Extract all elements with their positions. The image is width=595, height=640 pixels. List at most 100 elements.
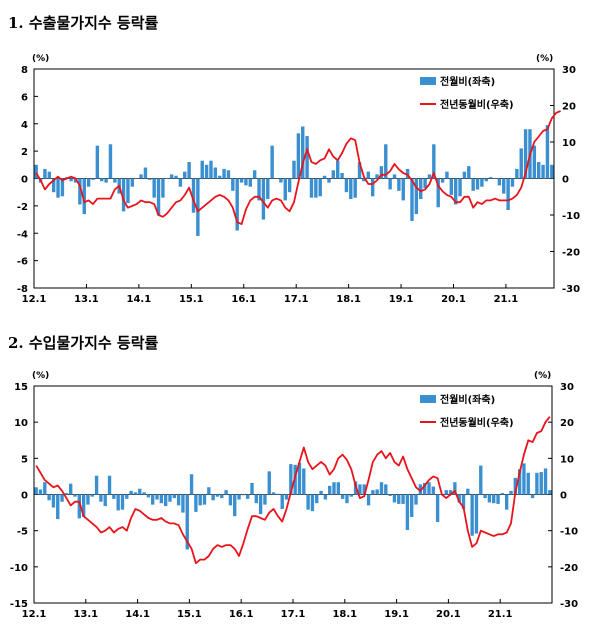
bar — [445, 171, 449, 179]
bar — [550, 164, 554, 179]
bar — [254, 494, 258, 504]
left-axis-unit: (%) — [32, 371, 49, 381]
bar — [187, 162, 191, 179]
bar — [471, 178, 475, 191]
bar — [522, 463, 526, 495]
right-axis-tick-label: -10 — [560, 527, 578, 538]
bar — [168, 494, 172, 502]
bar — [397, 494, 401, 504]
bar — [506, 178, 510, 210]
bar — [241, 494, 246, 496]
bar — [301, 126, 305, 179]
bar — [332, 482, 336, 495]
bar — [113, 178, 117, 183]
bar — [541, 164, 545, 179]
bar — [280, 494, 284, 509]
import-price-chart: 15 10 5 0 -5 -10 -15 30 20 10 0 -10 -20 -30 (%) (%) 12.1… — [10, 371, 578, 620]
bar — [340, 494, 345, 499]
bar — [537, 162, 541, 179]
bar — [314, 178, 318, 198]
legend-label-line: 전년동월비(우축) — [440, 416, 514, 429]
chart-1-title: 1. 수출물가지수 등락률 — [8, 14, 159, 32]
bar — [545, 125, 550, 179]
bar — [270, 145, 274, 179]
bar — [331, 170, 336, 179]
bar — [392, 494, 397, 503]
bar — [296, 133, 301, 179]
bar — [287, 178, 292, 193]
bar — [99, 494, 103, 502]
bar — [548, 490, 552, 495]
bar — [509, 490, 513, 495]
bar — [261, 178, 266, 220]
left-axis-tick-label: 0 — [21, 175, 28, 186]
bar — [315, 494, 319, 504]
bar — [211, 494, 215, 501]
bar — [207, 487, 211, 495]
bar — [276, 493, 280, 495]
bar — [163, 494, 168, 507]
yoy-line — [35, 110, 561, 226]
bar — [78, 178, 82, 205]
bar — [357, 162, 362, 179]
x-axis-tick-label: 15.1 — [179, 294, 204, 305]
left-axis-tick-label: 0 — [21, 491, 28, 502]
bar — [319, 490, 323, 495]
bar — [366, 494, 371, 506]
bar — [129, 490, 133, 495]
bar — [200, 160, 204, 179]
bar — [43, 482, 47, 495]
bar — [47, 494, 51, 501]
right-axis-tick-label: 20 — [560, 418, 574, 429]
bar — [226, 170, 231, 179]
bar — [81, 494, 86, 517]
bar — [181, 494, 185, 513]
bar — [116, 494, 120, 511]
x-axis-tick-label: 13.1 — [73, 609, 98, 620]
bar — [388, 178, 392, 190]
left-axis-tick-label: 2 — [21, 147, 28, 158]
bar — [86, 494, 90, 505]
bar — [467, 166, 471, 179]
bar — [82, 178, 86, 215]
right-axis-unit: (%) — [534, 371, 551, 381]
bar — [488, 177, 493, 179]
bar — [38, 489, 43, 495]
x-axis-tick-label: 17.1 — [284, 294, 309, 305]
bar — [165, 178, 169, 179]
bar — [56, 494, 60, 520]
yoy-line — [35, 416, 551, 565]
bar — [258, 494, 263, 515]
x-axis-tick-label: 16.1 — [229, 609, 254, 620]
bar — [487, 494, 492, 503]
bar — [231, 178, 235, 191]
bar — [77, 494, 82, 519]
left-axis-unit: (%) — [32, 54, 49, 64]
bar — [189, 474, 194, 495]
bar — [151, 494, 155, 505]
bar — [222, 168, 226, 179]
bar — [410, 494, 414, 517]
bar — [213, 167, 218, 179]
bar — [475, 178, 480, 190]
legend-label-line: 전년동월비(우축) — [440, 98, 514, 111]
bar — [244, 178, 248, 186]
bar — [493, 178, 497, 179]
bar — [344, 178, 349, 193]
left-axis-tick-label: -10 — [10, 563, 28, 574]
bar — [435, 494, 440, 522]
bar — [292, 160, 296, 179]
x-axis-tick-label: 14.1 — [125, 609, 150, 620]
bar — [466, 488, 470, 495]
bar — [474, 494, 479, 534]
bar — [401, 178, 405, 201]
legend-label-bars: 전월비(좌축) — [440, 393, 495, 406]
bar — [431, 486, 435, 495]
bar — [327, 178, 331, 183]
right-axis-tick-label: 30 — [562, 65, 576, 76]
bar — [436, 178, 440, 208]
bar — [279, 178, 283, 183]
bar — [397, 178, 401, 191]
left-axis-tick-label: -5 — [17, 527, 28, 538]
left-axis-tick-label: -2 — [17, 202, 28, 213]
